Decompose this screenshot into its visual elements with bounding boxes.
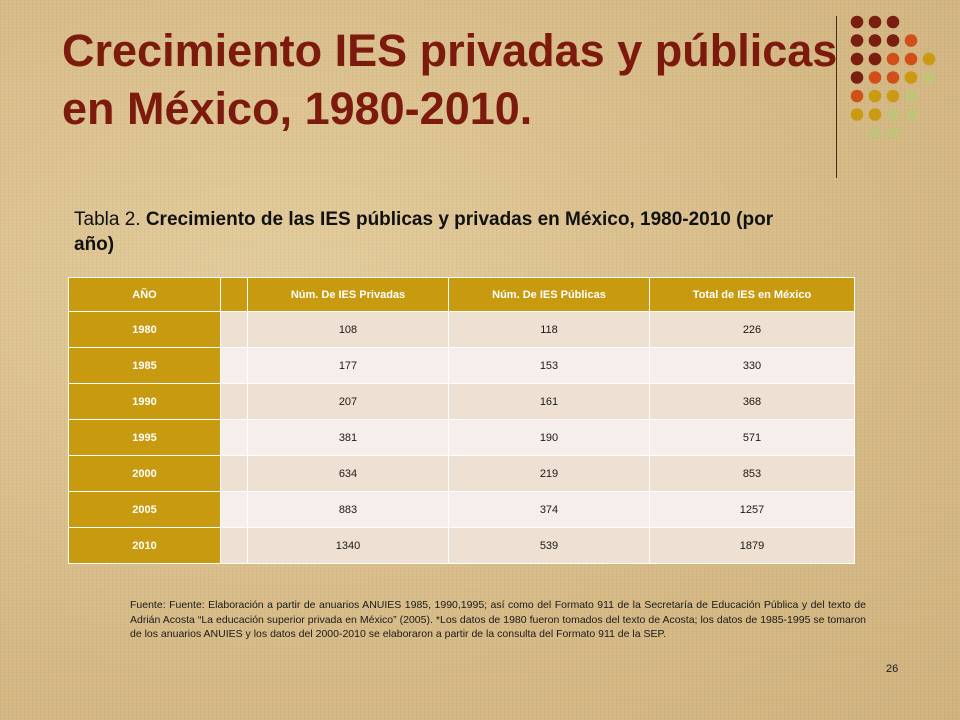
decorative-dot bbox=[868, 108, 882, 121]
table-caption: Tabla 2. Crecimiento de las IES públicas… bbox=[74, 207, 814, 257]
decorative-dot bbox=[904, 52, 918, 66]
cell-public: 219 bbox=[448, 455, 650, 492]
caption-title: Crecimiento de las IES públicas y privad… bbox=[74, 209, 774, 255]
decorative-dot bbox=[886, 52, 900, 66]
decorative-dot bbox=[886, 126, 900, 140]
decorative-dot bbox=[850, 15, 864, 29]
caption-prefix: Tabla 2. bbox=[74, 209, 146, 230]
cell-total: 330 bbox=[649, 347, 855, 384]
slide-title: Crecimiento IES privadas y públicas en M… bbox=[62, 25, 838, 134]
cell-spacer bbox=[220, 383, 248, 420]
decorative-dot bbox=[850, 34, 864, 47]
decorative-dot bbox=[886, 34, 900, 47]
decorative-dot bbox=[904, 34, 918, 47]
cell-total: 853 bbox=[649, 455, 855, 492]
table-row: 2000 634 219 853 bbox=[68, 455, 855, 492]
cell-year: 2005 bbox=[68, 491, 221, 528]
table-row: 1985 177 153 330 bbox=[68, 347, 855, 384]
cell-total: 368 bbox=[649, 383, 855, 420]
decorative-dot bbox=[850, 52, 864, 66]
decorative-dot bbox=[886, 15, 900, 29]
cell-total: 571 bbox=[649, 419, 855, 456]
header-spacer bbox=[220, 277, 248, 312]
cell-spacer bbox=[220, 419, 248, 456]
cell-total: 1879 bbox=[649, 527, 855, 564]
cell-public: 539 bbox=[448, 527, 650, 564]
cell-total: 226 bbox=[649, 311, 855, 348]
cell-spacer bbox=[220, 491, 248, 528]
cell-private: 381 bbox=[247, 419, 449, 456]
decorative-dot bbox=[868, 52, 882, 66]
header-public: Núm. De IES Públicas bbox=[448, 277, 650, 312]
decorative-dot bbox=[868, 126, 882, 140]
table-header-row: AÑO Núm. De IES Privadas Núm. De IES Púb… bbox=[68, 277, 855, 312]
cell-private: 634 bbox=[247, 455, 449, 492]
cell-spacer bbox=[220, 311, 248, 348]
decorative-dot bbox=[904, 71, 918, 84]
title-divider-line bbox=[836, 16, 837, 178]
decorative-dot bbox=[850, 89, 864, 103]
decorative-dot bbox=[850, 108, 864, 121]
ies-growth-table: AÑO Núm. De IES Privadas Núm. De IES Púb… bbox=[68, 277, 855, 564]
decorative-dot bbox=[868, 34, 882, 47]
decorative-dot bbox=[904, 89, 918, 103]
header-year: AÑO bbox=[68, 277, 221, 312]
decorative-dot bbox=[868, 89, 882, 103]
cell-spacer bbox=[220, 455, 248, 492]
decorative-dot bbox=[886, 108, 900, 121]
decorative-dot bbox=[886, 89, 900, 103]
cell-public: 374 bbox=[448, 491, 650, 528]
cell-private: 177 bbox=[247, 347, 449, 384]
cell-spacer bbox=[220, 347, 248, 384]
page-number: 26 bbox=[886, 663, 899, 675]
cell-private: 883 bbox=[247, 491, 449, 528]
table-row: 1990 207 161 368 bbox=[68, 383, 855, 420]
table-row: 1980 108 118 226 bbox=[68, 311, 855, 348]
cell-public: 190 bbox=[448, 419, 650, 456]
decorative-dot bbox=[850, 71, 864, 84]
cell-year: 1985 bbox=[68, 347, 221, 384]
cell-public: 153 bbox=[448, 347, 650, 384]
header-total: Total de IES en México bbox=[649, 277, 855, 312]
cell-private: 1340 bbox=[247, 527, 449, 564]
decorative-dot bbox=[904, 108, 918, 121]
header-private: Núm. De IES Privadas bbox=[247, 277, 449, 312]
source-note: Fuente: Fuente: Elaboración a partir de … bbox=[130, 599, 866, 640]
cell-year: 1980 bbox=[68, 311, 221, 348]
cell-year: 1990 bbox=[68, 383, 221, 420]
cell-private: 108 bbox=[247, 311, 449, 348]
cell-total: 1257 bbox=[649, 491, 855, 528]
decorative-dot-grid-icon bbox=[850, 15, 936, 140]
table-row: 2010 1340 539 1879 bbox=[68, 527, 855, 564]
decorative-dot bbox=[922, 71, 936, 84]
decorative-dot bbox=[922, 52, 936, 66]
cell-year: 2000 bbox=[68, 455, 221, 492]
table-row: 1995 381 190 571 bbox=[68, 419, 855, 456]
decorative-dot bbox=[868, 15, 882, 29]
cell-year: 2010 bbox=[68, 527, 221, 564]
cell-private: 207 bbox=[247, 383, 449, 420]
cell-spacer bbox=[220, 527, 248, 564]
decorative-dot bbox=[886, 71, 900, 84]
decorative-dot bbox=[868, 71, 882, 84]
cell-public: 161 bbox=[448, 383, 650, 420]
cell-public: 118 bbox=[448, 311, 650, 348]
cell-year: 1995 bbox=[68, 419, 221, 456]
table-row: 2005 883 374 1257 bbox=[68, 491, 855, 528]
